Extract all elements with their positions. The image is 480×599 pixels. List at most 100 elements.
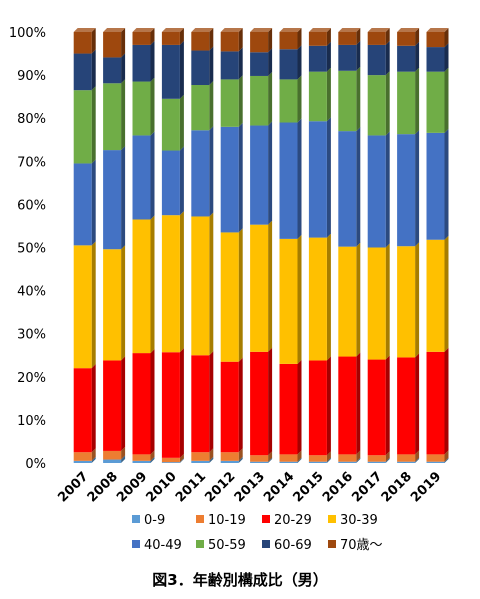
bar-front-face	[191, 460, 210, 463]
bar-front-face	[103, 360, 122, 451]
bar-front-face	[103, 450, 122, 460]
bar-front-face	[191, 452, 210, 461]
bar-side-face	[356, 66, 361, 132]
bar-segment	[367, 28, 390, 45]
bar-side-face	[209, 212, 214, 356]
bar-front-face	[73, 452, 92, 461]
legend: 0-9 10-19 20-29 30-39 40-49 50-59 60-69 70歳～	[132, 513, 383, 553]
bar-side-face	[121, 455, 126, 463]
bar-side-face	[297, 118, 302, 239]
bar-segment	[250, 347, 273, 456]
x-tick-label: 2012	[202, 469, 238, 505]
bar-segment	[132, 77, 155, 136]
bar-segment	[161, 40, 184, 99]
legend-label: 10-19	[208, 513, 246, 528]
bar-segment	[73, 448, 96, 461]
bar-segment	[103, 146, 126, 250]
bar-side-face	[268, 457, 273, 463]
bar-front-face	[191, 32, 210, 51]
bar-side-face	[326, 451, 331, 462]
bar-segment	[308, 28, 331, 46]
bar-front-face	[250, 52, 269, 76]
bar-front-face	[426, 71, 445, 133]
bar-segment	[338, 242, 361, 357]
bar-front-face	[308, 360, 327, 456]
bar-side-face	[209, 351, 214, 453]
bar-side-face	[415, 28, 420, 46]
y-axis: 0% 10% 20% 30% 40% 50% 60% 70% 80% 90% 100%	[9, 26, 46, 472]
y-tick-label: 60%	[17, 198, 46, 213]
bar-stack-2018	[397, 28, 420, 463]
bar-segment	[338, 28, 361, 45]
y-tick-label: 70%	[17, 155, 46, 170]
bar-side-face	[297, 234, 302, 364]
bar-side-face	[297, 75, 302, 123]
bar-front-face	[367, 135, 386, 248]
bar-side-face	[268, 451, 273, 462]
bar-side-face	[444, 235, 449, 352]
legend-label: 60-69	[274, 538, 312, 553]
bar-top-face	[308, 28, 331, 32]
bar-side-face	[356, 457, 361, 463]
bar-segment	[220, 448, 243, 461]
bar-segment	[161, 28, 184, 45]
bar-side-face	[91, 86, 96, 164]
bar-segment	[103, 356, 126, 451]
bar-segment	[279, 28, 302, 50]
bar-segment	[250, 71, 273, 126]
bar-front-face	[161, 215, 180, 353]
bar-segment	[250, 451, 273, 462]
bar-stack-2009	[132, 28, 155, 463]
bar-segment	[191, 46, 214, 86]
bar-side-face	[415, 242, 420, 358]
bar-front-face	[132, 32, 151, 45]
bar-front-face	[220, 79, 239, 127]
bar-side-face	[150, 77, 155, 136]
bar-segment	[279, 45, 302, 80]
bar-front-face	[132, 219, 151, 354]
bar-side-face	[297, 359, 302, 455]
bar-front-face	[308, 461, 327, 463]
bar-side-face	[179, 458, 184, 463]
bar-segment	[426, 457, 449, 463]
x-axis: 2007200820092010201120122013201420152016…	[55, 469, 444, 505]
bar-side-face	[444, 28, 449, 48]
bar-segment	[279, 234, 302, 364]
bar-segment	[367, 71, 390, 136]
bar-stack-2007	[73, 28, 96, 463]
bar-front-face	[132, 353, 151, 455]
bar-side-face	[326, 67, 331, 122]
legend-label: 30-39	[340, 513, 378, 528]
bar-segment	[220, 228, 243, 362]
bar-side-face	[297, 450, 302, 462]
bar-segment	[161, 94, 184, 151]
bar-segment	[103, 53, 126, 84]
legend-swatch	[328, 540, 336, 548]
legend-item: 0-9	[132, 513, 165, 528]
bar-segment	[279, 457, 302, 463]
bar-segment	[73, 241, 96, 369]
bar-segment	[132, 28, 155, 45]
bar-top-face	[426, 28, 449, 32]
bar-front-face	[191, 50, 210, 86]
bar-segment	[132, 40, 155, 82]
bar-side-face	[150, 215, 155, 354]
bar-stack-2013	[250, 28, 273, 463]
legend-swatch	[196, 540, 204, 548]
y-tick-label: 20%	[17, 371, 46, 386]
bar-front-face	[191, 355, 210, 453]
bar-segment	[308, 233, 331, 361]
bar-segment	[250, 28, 273, 53]
bar-side-face	[179, 453, 184, 463]
bar-front-face	[367, 359, 386, 456]
bar-front-face	[397, 32, 416, 46]
bar-top-face	[103, 28, 126, 32]
bar-front-face	[132, 135, 151, 220]
bar-front-face	[367, 44, 386, 76]
bar-segment	[426, 450, 449, 462]
bar-side-face	[179, 146, 184, 216]
bar-front-face	[367, 455, 386, 462]
bar-front-face	[338, 246, 357, 357]
bar-front-face	[397, 71, 416, 135]
bar-segment	[191, 81, 214, 131]
